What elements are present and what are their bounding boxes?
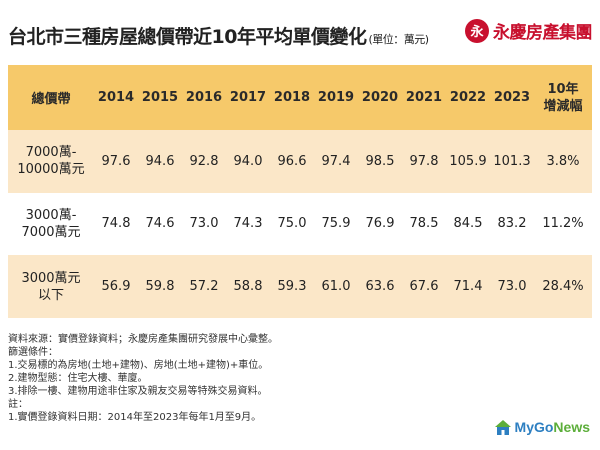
row-label: 3000萬元 以下	[8, 255, 94, 318]
change-cell: 11.2%	[542, 216, 584, 232]
table-cell: 61.0	[321, 279, 351, 295]
table-header-row: 總價帶 2014 2015 2016 2017 2018 2019 2020 2…	[8, 65, 592, 130]
table-cell: 56.9	[101, 279, 131, 295]
page-title-text: 台北市三種房屋總價帶近10年平均單價變化	[8, 26, 367, 48]
column-header: 2015	[141, 90, 179, 105]
footnote-line: 1.交易標的為房地(土地+建物)、房地(土地+建物)+車位。	[8, 360, 269, 371]
unit-label: (單位：萬元)	[368, 33, 429, 46]
table-cell: 75.0	[277, 216, 307, 232]
footnote-line: 2.建物型態：住宅大樓、華廈。	[8, 373, 148, 384]
table-cell: 75.9	[321, 216, 351, 232]
table-cell: 78.5	[409, 216, 439, 232]
page-title: 台北市三種房屋總價帶近10年平均單價變化 (單位：萬元)	[8, 22, 429, 49]
table-cell: 101.3	[493, 153, 531, 169]
footnote-line: 篩選條件：	[8, 347, 58, 358]
table-cell: 59.3	[277, 279, 307, 295]
column-header: 2022	[449, 90, 487, 105]
table-cell: 76.9	[365, 216, 395, 232]
table-cell: 74.3	[233, 216, 263, 232]
table-cell: 94.0	[233, 153, 263, 169]
column-header-change: 10年 增減幅	[534, 65, 592, 130]
column-header: 2020	[361, 90, 399, 105]
brand-logo-icon: 永	[465, 18, 489, 43]
table-cell: 97.6	[101, 153, 131, 169]
table-row: 7000萬- 10000萬元 97.6 94.6 92.8 94.0 96.6 9…	[8, 130, 592, 193]
table-cell: 84.5	[453, 216, 483, 232]
table-cell: 73.0	[189, 216, 219, 232]
row-label-line: 7000萬元	[21, 224, 81, 240]
table-cell: 98.5	[365, 153, 395, 169]
table-cell: 94.6	[145, 153, 175, 169]
table-cell: 74.6	[145, 216, 175, 232]
table-cell: 92.8	[189, 153, 219, 169]
table-cell: 83.2	[497, 216, 527, 232]
column-header: 總價帶	[31, 92, 71, 107]
price-table: 總價帶 2014 2015 2016 2017 2018 2019 2020 2…	[8, 65, 592, 318]
row-label-line: 3000萬-	[25, 207, 77, 223]
column-header: 2021	[405, 90, 443, 105]
table-cell: 58.8	[233, 279, 263, 295]
brand-logo: 永 永慶房產集團	[465, 18, 593, 43]
table-cell: 71.4	[453, 279, 483, 295]
column-header: 2017	[229, 90, 267, 105]
row-label-line: 7000萬-	[25, 145, 77, 161]
table-cell: 57.2	[189, 279, 219, 295]
footnote-line: 註：	[8, 399, 28, 410]
footnotes: 資料來源：實價登錄資料；永慶房產集團研究發展中心彙整。 篩選條件： 1.交易標的…	[8, 333, 468, 424]
footnote-line: 資料來源：實價登錄資料；永慶房產集團研究發展中心彙整。	[8, 334, 278, 345]
column-header: 2019	[317, 90, 355, 105]
table-cell: 63.6	[365, 279, 395, 295]
title-row: 台北市三種房屋總價帶近10年平均單價變化 (單位：萬元) 永 永慶房產集團	[8, 18, 593, 54]
table-cell: 59.8	[145, 279, 175, 295]
table-cell: 105.9	[449, 153, 487, 169]
change-header-line: 增減幅	[543, 98, 583, 114]
mygonews-text: MyGoNews	[515, 419, 590, 435]
mygonews-prefix: MyGo	[514, 419, 554, 435]
column-header: 2018	[273, 90, 311, 105]
table-cell: 97.8	[409, 153, 439, 169]
row-label-line: 10000萬元	[17, 162, 85, 178]
table-cell: 67.6	[409, 279, 439, 295]
column-header: 2023	[493, 90, 531, 105]
price-table-container: 總價帶 2014 2015 2016 2017 2018 2019 2020 2…	[8, 65, 592, 318]
house-icon	[494, 420, 511, 435]
table-cell: 74.8	[101, 216, 131, 232]
table-cell: 73.0	[497, 279, 527, 295]
column-header: 2016	[185, 90, 223, 105]
table-row: 3000萬元 以下 56.9 59.8 57.2 58.8 59.3 61.0 6…	[8, 255, 592, 318]
brand-name: 永慶房產集團	[493, 23, 593, 43]
row-label: 7000萬- 10000萬元	[8, 130, 94, 193]
row-label-line: 3000萬元	[21, 270, 81, 286]
mygonews-watermark: MyGoNews	[494, 418, 590, 436]
row-label: 3000萬- 7000萬元	[8, 193, 94, 256]
change-cell: 3.8%	[546, 153, 580, 169]
change-cell: 28.4%	[542, 279, 584, 295]
row-label-line: 以下	[37, 287, 64, 303]
table-cell: 97.4	[321, 153, 351, 169]
mygonews-suffix: News	[553, 419, 590, 435]
footnote-line: 1.實價登錄資料日期：2014年至2023年每年1月至9月。	[8, 412, 262, 423]
column-header: 2014	[97, 90, 135, 105]
change-header-line: 10年	[547, 81, 579, 97]
table-row: 3000萬- 7000萬元 74.8 74.6 73.0 74.3 75.0 75…	[8, 192, 592, 256]
table-cell: 96.6	[277, 153, 307, 169]
footnote-line: 3.排除一樓、建物用途非住家及親友交易等特殊交易資料。	[8, 386, 268, 397]
